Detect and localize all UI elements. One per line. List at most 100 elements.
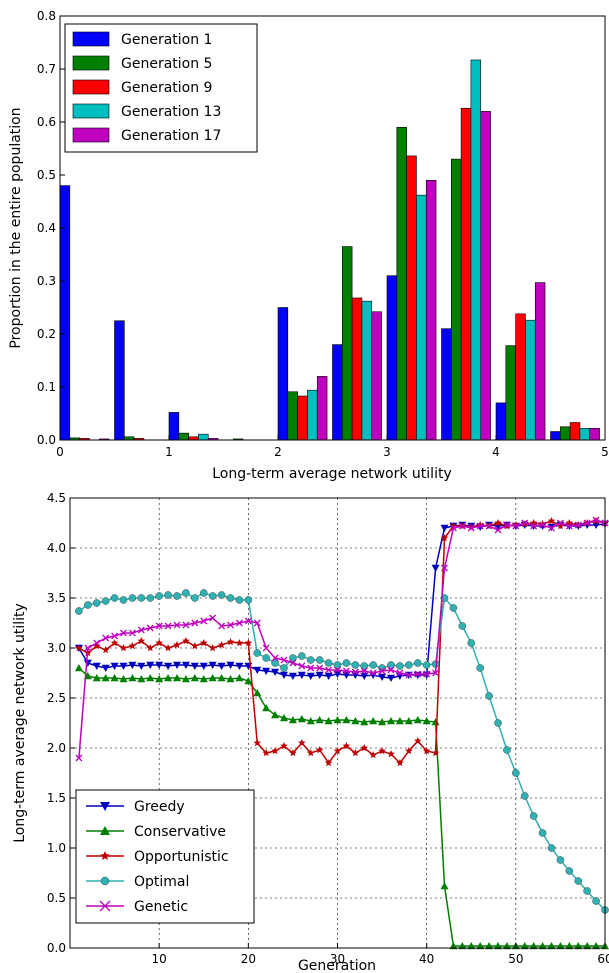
- line-y-tick-label: 3.0: [47, 641, 66, 655]
- hist-bar-gen-1-bin-6: [396, 127, 407, 441]
- line-point-opportunistic: [360, 744, 369, 752]
- line-point-opportunistic: [467, 523, 476, 531]
- line-point-conservative: [110, 674, 119, 682]
- line-point-greedy: [306, 672, 315, 680]
- hist-legend-swatch: [72, 103, 110, 119]
- line-point-opportunistic: [369, 751, 377, 759]
- hist-bar-gen-1-bin-8: [505, 345, 516, 441]
- hist-legend-swatch: [72, 55, 110, 71]
- line-point-conservative: [378, 718, 387, 726]
- line-point-optimal: [369, 661, 377, 669]
- line-point-opportunistic: [324, 759, 333, 767]
- hist-x-tick-label: 2: [274, 445, 282, 459]
- line-point-conservative: [556, 942, 565, 950]
- line-legend-label: Conservative: [134, 824, 226, 840]
- line-point-optimal: [342, 659, 351, 667]
- line-point-opportunistic: [226, 638, 235, 646]
- hist-legend-label: Generation 5: [121, 56, 212, 72]
- line-point-optimal: [101, 597, 110, 605]
- line-point-optimal: [583, 887, 591, 895]
- hist-bar-gen-3-bin-5: [361, 300, 373, 441]
- line-point-opportunistic: [440, 534, 449, 542]
- hist-x-tick-label: 4: [492, 445, 500, 459]
- line-point-optimal: [191, 594, 199, 602]
- line-point-genetic: [441, 564, 448, 572]
- line-point-optimal: [226, 594, 235, 602]
- line-point-genetic: [262, 644, 270, 652]
- hist-y-tick-label: 0.6: [37, 115, 56, 129]
- hist-bar-gen-2-bin-5: [351, 297, 363, 441]
- line-point-genetic: [271, 654, 279, 662]
- line-point-genetic: [432, 669, 440, 677]
- line-point-greedy: [271, 668, 280, 676]
- hist-bar-gen-0-bin-9: [550, 431, 561, 441]
- line-point-conservative: [199, 675, 208, 683]
- line-point-optimal: [173, 592, 181, 600]
- line-point-optimal: [315, 656, 324, 664]
- line-legend-entry: Genetic: [86, 899, 188, 915]
- line-point-optimal: [458, 622, 467, 630]
- line-point-optimal: [217, 591, 226, 599]
- line-point-optimal: [253, 649, 262, 657]
- line-point-opportunistic: [289, 749, 297, 757]
- line-point-optimal: [244, 596, 253, 604]
- line-point-conservative: [351, 717, 360, 725]
- line-point-greedy: [155, 661, 164, 669]
- line-point-opportunistic: [235, 639, 244, 647]
- line-point-greedy: [128, 661, 137, 669]
- line-point-greedy: [235, 662, 244, 670]
- line-point-optimal: [360, 662, 369, 670]
- line-point-greedy: [369, 671, 378, 679]
- line-point-conservative: [547, 942, 556, 950]
- line-point-conservative: [92, 674, 101, 682]
- line-point-conservative: [253, 689, 262, 697]
- hist-bar-gen-1-bin-5: [342, 246, 353, 441]
- line-point-conservative: [315, 716, 324, 724]
- line-point-genetic: [307, 664, 315, 672]
- line-point-opportunistic: [137, 637, 146, 645]
- hist-bar-gen-1-bin-9: [560, 426, 571, 441]
- line-point-conservative: [494, 942, 502, 950]
- line-point-greedy: [494, 522, 502, 530]
- line-point-optimal: [351, 661, 360, 669]
- line-point-genetic: [102, 634, 110, 642]
- line-point-opportunistic: [75, 644, 83, 652]
- line-point-greedy: [324, 672, 333, 680]
- line-point-greedy: [297, 671, 306, 679]
- line-point-opportunistic: [431, 749, 440, 757]
- line-point-optimal: [289, 654, 297, 662]
- line-point-opportunistic: [262, 749, 270, 757]
- line-point-genetic: [209, 614, 217, 622]
- line-x-tick-label: 10: [152, 952, 167, 966]
- hist-bar-gen-0-bin-4: [277, 307, 289, 441]
- line-point-optimal: [333, 661, 342, 669]
- line-point-greedy: [208, 661, 217, 669]
- line-point-conservative: [101, 674, 110, 682]
- line-point-opportunistic: [164, 644, 172, 652]
- line-point-genetic: [503, 521, 511, 529]
- line-point-opportunistic: [342, 742, 351, 750]
- line-point-genetic: [369, 669, 377, 677]
- line-point-optimal: [164, 591, 172, 599]
- line-point-optimal: [235, 596, 244, 604]
- line-point-genetic: [253, 619, 261, 627]
- line-point-greedy: [181, 661, 190, 669]
- line-point-genetic: [218, 622, 226, 630]
- line-point-opportunistic: [217, 641, 226, 649]
- hist-bar-gen-3-bin-7: [470, 59, 482, 441]
- line-point-opportunistic: [547, 517, 556, 525]
- hist-bar-gen-3-bin-4: [307, 389, 318, 441]
- hist-ticks: 0 1 2 3 4 5 0.0 0.1 0.2 0.3 0.4 0.5 0.6 0.7 0.8: [37, 9, 609, 459]
- line-point-conservative: [440, 882, 449, 890]
- line-point-greedy: [119, 662, 128, 670]
- line-point-opportunistic: [119, 644, 128, 652]
- line-point-greedy: [217, 662, 226, 670]
- line-point-genetic: [565, 522, 573, 530]
- hist-legend-label: Generation 1: [121, 32, 212, 48]
- line-point-opportunistic: [101, 646, 110, 654]
- line-point-optimal: [503, 746, 511, 754]
- line-point-conservative: [164, 674, 173, 682]
- line-legend-label: Opportunistic: [134, 849, 229, 865]
- line-point-genetic: [556, 519, 564, 527]
- line-point-conservative: [333, 716, 342, 724]
